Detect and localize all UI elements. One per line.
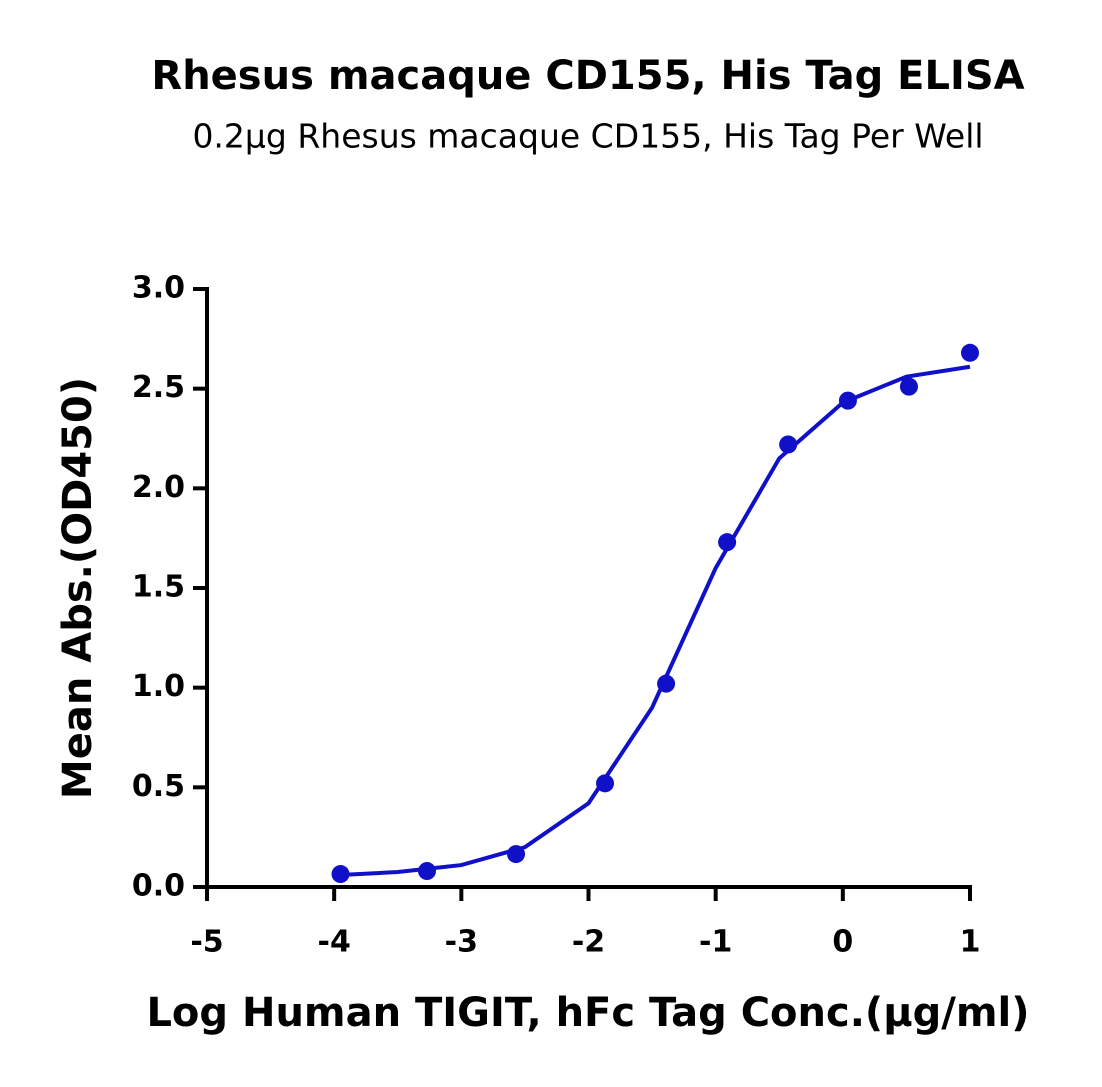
y-tick-label: 3.0 [132, 271, 185, 306]
x-tick-label: -3 [445, 925, 478, 960]
data-point [331, 865, 350, 884]
y-tick-label: 1.0 [132, 669, 185, 704]
data-point [507, 845, 526, 864]
data-point [657, 674, 676, 693]
fit-curve [340, 364, 971, 878]
y-tick-label: 0.5 [132, 769, 185, 804]
chart-subtitle: 0.2μg Rhesus macaque CD155, His Tag Per … [192, 117, 983, 156]
data-point [779, 435, 798, 454]
x-axis-title: Log Human TIGIT, hFc Tag Conc.(μg/ml) [146, 990, 1029, 1036]
x-tick-label: -5 [190, 925, 223, 960]
y-tick-label: 0.0 [132, 869, 185, 904]
data-point [417, 862, 436, 881]
chart-title: Rhesus macaque CD155, His Tag ELISA [151, 53, 1024, 99]
x-tick-label: -1 [699, 925, 732, 960]
x-tick-label: 1 [960, 925, 981, 960]
data-point [899, 377, 918, 396]
data-point [718, 533, 737, 552]
x-tick-label: -2 [572, 925, 605, 960]
data-point [961, 343, 979, 362]
data-point [838, 391, 857, 410]
x-tick-label: 0 [832, 925, 853, 960]
y-tick-label: 1.5 [132, 570, 185, 605]
y-tick-label: 2.0 [132, 470, 185, 505]
y-tick-label: 2.5 [132, 370, 185, 405]
data-point [596, 774, 615, 793]
y-axis-title: Mean Abs.(OD450) [55, 377, 101, 799]
x-tick-label: -4 [318, 925, 351, 960]
